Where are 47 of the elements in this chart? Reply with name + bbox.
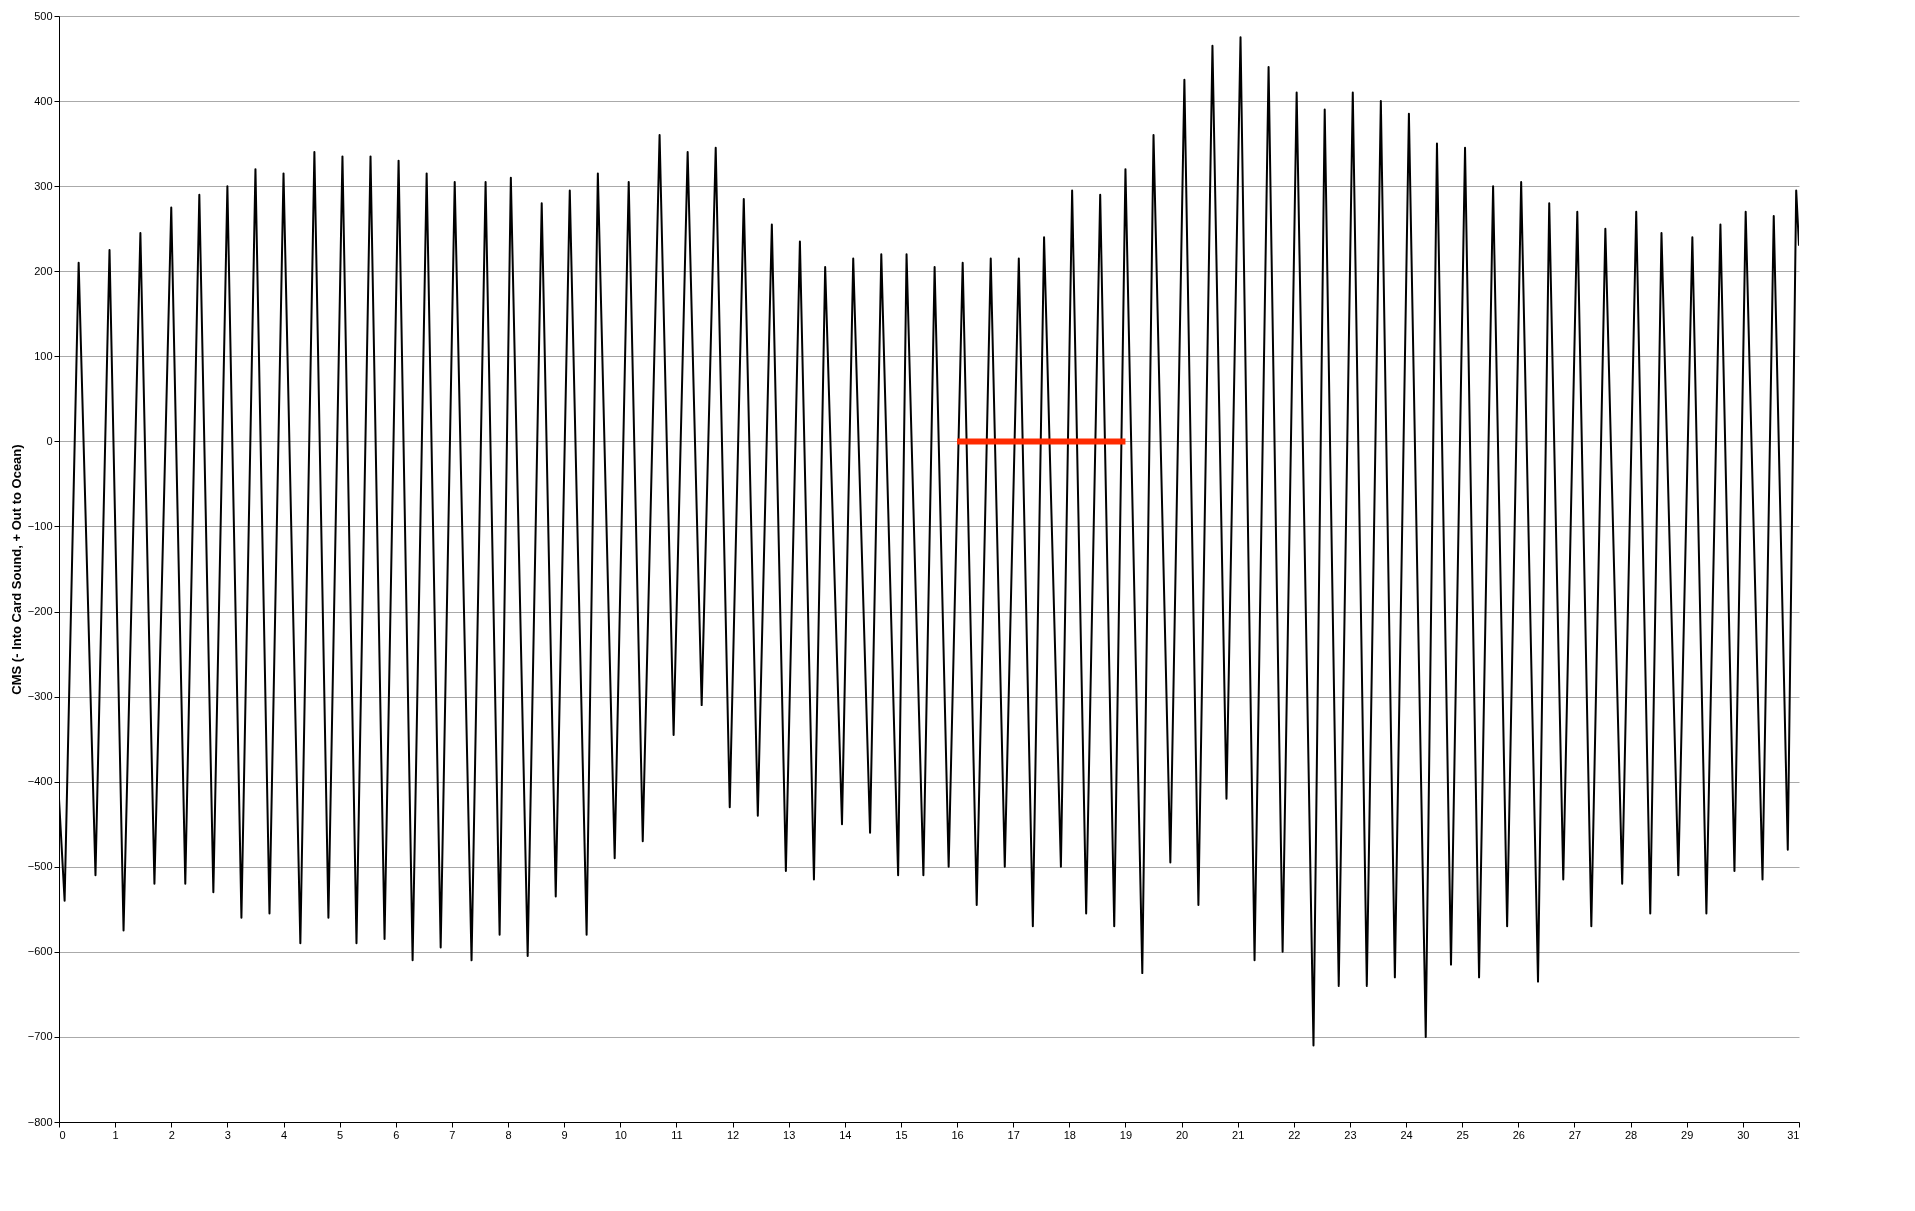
y-tick-label: 400	[34, 94, 53, 107]
y-tick-label: −100	[27, 519, 53, 532]
x-tick-label: 1	[112, 1128, 119, 1141]
x-tick-label: 27	[1568, 1128, 1582, 1141]
y-tick-label: 200	[34, 264, 53, 277]
x-tick-label: 2	[168, 1128, 175, 1141]
x-tick-label: 13	[783, 1128, 796, 1141]
y-tick-label: −800	[27, 1115, 53, 1128]
x-tick-label: 16	[951, 1128, 964, 1141]
x-tick-label: 26	[1512, 1128, 1525, 1141]
y-tick-label: 500	[34, 9, 53, 22]
y-tick-label: 300	[34, 179, 53, 192]
x-tick-label: 23	[1344, 1128, 1357, 1141]
y-tick-label: −200	[27, 605, 53, 618]
y-axis-title: CMS (- Into Card Sound, + Out to Ocean)	[8, 444, 24, 695]
x-tick-label: 31	[1787, 1128, 1800, 1141]
x-tick-label: 25	[1456, 1128, 1469, 1141]
x-tick-label: 20	[1175, 1128, 1189, 1141]
x-tick-label: 14	[839, 1128, 852, 1141]
x-tick-label: 21	[1232, 1128, 1245, 1141]
x-tick-label: 15	[895, 1128, 908, 1141]
x-tick-label: 4	[280, 1128, 288, 1141]
y-tick-label: −300	[27, 690, 53, 703]
x-tick-label: 30	[1737, 1128, 1750, 1141]
x-tick-label: 5	[337, 1128, 344, 1141]
y-tick-label: −700	[27, 1030, 53, 1043]
x-tick-label: 3	[224, 1128, 231, 1141]
x-tick-label: 10	[614, 1128, 627, 1141]
x-tick-label: 8	[505, 1128, 512, 1141]
x-tick-label: 12	[726, 1128, 740, 1141]
x-tick-label: 6	[393, 1128, 400, 1141]
x-tick-label: 24	[1400, 1128, 1413, 1141]
x-tick-label: 19	[1119, 1128, 1133, 1141]
x-tick-label: 7	[449, 1128, 456, 1141]
x-tick-label: 17	[1007, 1128, 1020, 1141]
y-tick-label: −600	[27, 945, 53, 958]
y-tick-label: −500	[27, 860, 53, 873]
x-tick-label: 28	[1624, 1128, 1638, 1141]
x-tick-label: 22	[1288, 1128, 1301, 1141]
x-tick-label: 29	[1681, 1128, 1694, 1141]
y-tick-label: −400	[27, 775, 53, 788]
x-tick-label: 18	[1063, 1128, 1076, 1141]
x-tick-label: 0	[59, 1128, 66, 1141]
y-tick-label: 0	[46, 434, 53, 447]
x-tick-label: 9	[561, 1128, 568, 1141]
x-tick-label: 11	[671, 1128, 683, 1141]
y-tick-label: 100	[34, 349, 53, 362]
